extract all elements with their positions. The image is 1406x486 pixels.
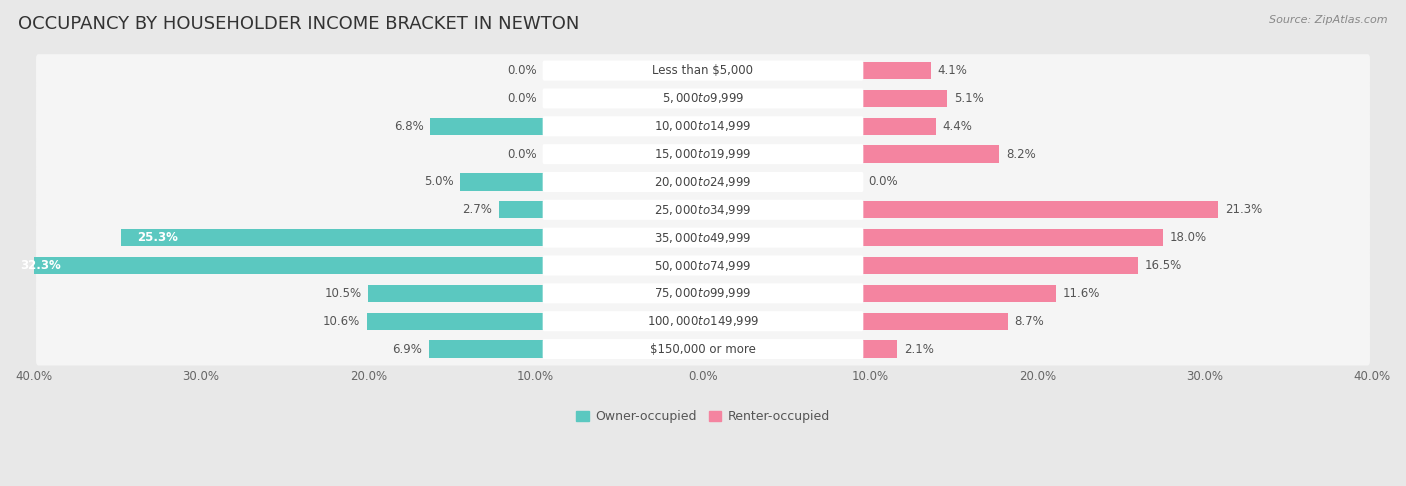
Bar: [3, 257, 544, 274]
Text: 21.3%: 21.3%: [1225, 203, 1263, 216]
Bar: [429, 340, 544, 358]
Bar: [368, 285, 544, 302]
Bar: [367, 312, 544, 330]
FancyBboxPatch shape: [543, 88, 863, 108]
Text: 2.7%: 2.7%: [463, 203, 492, 216]
Text: OCCUPANCY BY HOUSEHOLDER INCOME BRACKET IN NEWTON: OCCUPANCY BY HOUSEHOLDER INCOME BRACKET …: [18, 15, 579, 33]
Bar: [499, 201, 544, 218]
Text: 8.7%: 8.7%: [1014, 315, 1045, 328]
Text: 11.6%: 11.6%: [1063, 287, 1101, 300]
Bar: [862, 340, 897, 358]
FancyBboxPatch shape: [37, 221, 1369, 254]
FancyBboxPatch shape: [543, 116, 863, 136]
Text: $150,000 or more: $150,000 or more: [650, 343, 756, 356]
Text: 0.0%: 0.0%: [508, 64, 537, 77]
Text: 0.0%: 0.0%: [508, 92, 537, 105]
Text: 0.0%: 0.0%: [869, 175, 898, 189]
Bar: [460, 174, 544, 191]
FancyBboxPatch shape: [543, 339, 863, 359]
FancyBboxPatch shape: [543, 311, 863, 331]
Text: 0.0%: 0.0%: [508, 148, 537, 161]
Text: 10.6%: 10.6%: [322, 315, 360, 328]
FancyBboxPatch shape: [543, 227, 863, 248]
Text: 10.5%: 10.5%: [325, 287, 361, 300]
FancyBboxPatch shape: [37, 82, 1369, 115]
FancyBboxPatch shape: [543, 61, 863, 81]
FancyBboxPatch shape: [37, 166, 1369, 198]
FancyBboxPatch shape: [37, 332, 1369, 365]
Text: $10,000 to $14,999: $10,000 to $14,999: [654, 119, 752, 133]
Bar: [862, 62, 931, 79]
Bar: [121, 229, 544, 246]
Text: Source: ZipAtlas.com: Source: ZipAtlas.com: [1270, 15, 1388, 25]
FancyBboxPatch shape: [37, 54, 1369, 87]
FancyBboxPatch shape: [543, 200, 863, 220]
Text: 8.2%: 8.2%: [1005, 148, 1036, 161]
FancyBboxPatch shape: [37, 193, 1369, 226]
Text: $35,000 to $49,999: $35,000 to $49,999: [654, 231, 752, 244]
FancyBboxPatch shape: [543, 172, 863, 192]
Legend: Owner-occupied, Renter-occupied: Owner-occupied, Renter-occupied: [571, 405, 835, 428]
Bar: [430, 118, 544, 135]
Text: 16.5%: 16.5%: [1144, 259, 1182, 272]
Bar: [862, 257, 1137, 274]
Bar: [862, 118, 935, 135]
Text: 5.0%: 5.0%: [425, 175, 454, 189]
Bar: [862, 312, 1008, 330]
Text: 6.9%: 6.9%: [392, 343, 422, 356]
Text: $20,000 to $24,999: $20,000 to $24,999: [654, 175, 752, 189]
Text: Less than $5,000: Less than $5,000: [652, 64, 754, 77]
Bar: [862, 145, 1000, 163]
Text: $100,000 to $149,999: $100,000 to $149,999: [647, 314, 759, 328]
Text: 25.3%: 25.3%: [138, 231, 179, 244]
Text: 4.4%: 4.4%: [942, 120, 972, 133]
Bar: [862, 90, 948, 107]
Bar: [862, 201, 1219, 218]
Text: $25,000 to $34,999: $25,000 to $34,999: [654, 203, 752, 217]
FancyBboxPatch shape: [37, 249, 1369, 282]
FancyBboxPatch shape: [543, 144, 863, 164]
Bar: [862, 229, 1163, 246]
Text: 5.1%: 5.1%: [955, 92, 984, 105]
FancyBboxPatch shape: [37, 110, 1369, 143]
Text: 6.8%: 6.8%: [394, 120, 423, 133]
Text: 4.1%: 4.1%: [938, 64, 967, 77]
Text: $75,000 to $99,999: $75,000 to $99,999: [654, 286, 752, 300]
Bar: [862, 285, 1056, 302]
Text: $15,000 to $19,999: $15,000 to $19,999: [654, 147, 752, 161]
FancyBboxPatch shape: [37, 305, 1369, 338]
Text: 18.0%: 18.0%: [1170, 231, 1208, 244]
Text: $50,000 to $74,999: $50,000 to $74,999: [654, 259, 752, 273]
FancyBboxPatch shape: [37, 138, 1369, 171]
FancyBboxPatch shape: [37, 277, 1369, 310]
FancyBboxPatch shape: [543, 256, 863, 276]
Text: $5,000 to $9,999: $5,000 to $9,999: [662, 91, 744, 105]
FancyBboxPatch shape: [543, 283, 863, 303]
Text: 2.1%: 2.1%: [904, 343, 934, 356]
Text: 32.3%: 32.3%: [20, 259, 60, 272]
